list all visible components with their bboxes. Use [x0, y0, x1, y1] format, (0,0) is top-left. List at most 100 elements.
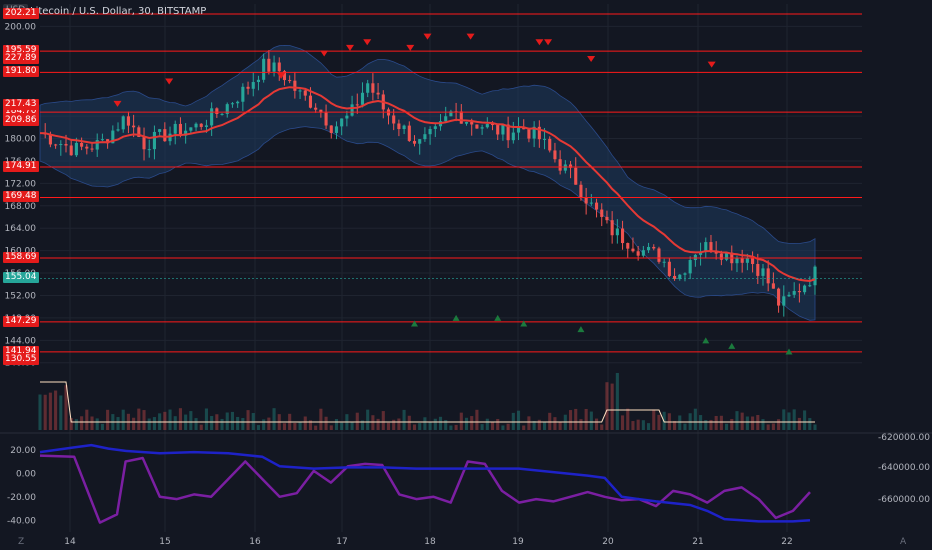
volume-bar — [350, 421, 354, 430]
volume-bar — [449, 425, 453, 430]
candle-body — [230, 103, 234, 105]
candle-body — [428, 128, 432, 135]
candle-body — [111, 130, 115, 144]
osc-tick-label: -20.00 — [7, 493, 36, 503]
candle-body — [657, 248, 661, 262]
oscillator-line — [39, 454, 811, 524]
volume-bar — [803, 410, 807, 430]
volume-bar — [100, 423, 104, 430]
candle-body — [740, 257, 744, 263]
volume-bar — [142, 410, 146, 430]
candle-body — [485, 124, 489, 128]
volume-bar — [537, 419, 541, 430]
volume-bar — [459, 412, 463, 430]
candle-body — [777, 288, 781, 306]
volume-bar — [673, 421, 677, 430]
volume-bar — [621, 415, 625, 430]
candle-body — [542, 138, 547, 140]
obv-tick-label: -640000.00 — [878, 463, 930, 473]
candle-body — [407, 125, 411, 141]
moving-average-line — [39, 86, 816, 283]
timezone-button[interactable]: Z — [18, 537, 25, 547]
buy-signal — [702, 337, 710, 344]
candle-body — [563, 164, 567, 171]
volume-bar — [714, 415, 718, 430]
candle-body — [699, 252, 703, 255]
volume-bar — [735, 411, 739, 430]
candle-body — [683, 273, 687, 275]
candle-body — [314, 107, 318, 110]
volume-bars — [38, 372, 817, 430]
volume-bar — [683, 423, 687, 430]
candle-body — [667, 261, 671, 276]
osc-tick-label: -40.00 — [7, 516, 36, 526]
candle-body — [709, 242, 713, 252]
candle-body — [423, 134, 427, 140]
sell-signal — [466, 33, 475, 40]
candle-body — [568, 164, 573, 168]
candle-body — [688, 260, 692, 274]
volume-bar — [319, 408, 323, 430]
candle-body — [412, 140, 417, 144]
volume-bar — [792, 409, 796, 430]
price-tick-label: 152.00 — [5, 291, 37, 301]
volume-bar — [506, 423, 510, 430]
time-tick-label: 17 — [336, 537, 347, 547]
candle-body — [511, 132, 515, 141]
volume-bar — [423, 417, 427, 430]
candle-body — [324, 112, 328, 126]
candle-body — [236, 101, 240, 104]
candle-body — [189, 127, 193, 131]
level-tag: 158.69 — [3, 251, 39, 263]
volume-bar — [496, 418, 500, 430]
time-tick-label: 15 — [159, 537, 170, 547]
signal-markers — [113, 33, 793, 355]
candle-body — [771, 283, 775, 289]
candle-body — [288, 80, 292, 82]
candle-body — [735, 257, 739, 264]
candle-body — [626, 243, 630, 249]
candle-body — [459, 111, 463, 124]
candle-body — [490, 124, 495, 126]
volume-bar — [418, 423, 422, 430]
time-tick-label: 20 — [602, 537, 614, 547]
candle-body — [116, 129, 120, 131]
candle-body — [334, 126, 339, 133]
sell-signal — [320, 50, 329, 57]
volume-bar — [771, 423, 775, 430]
volume-bar — [397, 418, 401, 430]
candle-body — [272, 62, 276, 72]
candle-body — [69, 145, 73, 156]
candle-body — [792, 291, 796, 295]
level-tag: 147.29 — [3, 315, 39, 327]
candle-body — [298, 90, 302, 92]
volume-bar — [178, 408, 182, 430]
volume-bar — [725, 423, 729, 430]
auto-scale-button[interactable]: A — [900, 537, 907, 547]
candle-body — [303, 90, 307, 96]
volume-bar — [204, 408, 208, 430]
volume-bar — [589, 411, 593, 430]
level-tag: 195.59 — [3, 45, 39, 57]
volume-bar — [730, 418, 734, 430]
volume-bar — [38, 394, 42, 430]
volume-bar — [444, 420, 448, 430]
candle-body — [766, 268, 770, 284]
time-tick-label: 19 — [512, 537, 524, 547]
volume-bar — [584, 408, 588, 430]
level-lines — [40, 13, 862, 353]
volume-bar — [64, 385, 68, 430]
volume-bar — [366, 409, 370, 430]
obv-tick-label: -620000.00 — [878, 433, 930, 443]
time-tick-label: 16 — [249, 537, 261, 547]
candle-body — [496, 124, 500, 135]
candle-body — [527, 129, 531, 139]
candle-body — [397, 123, 401, 130]
volume-bar — [527, 416, 531, 430]
sell-signal — [363, 39, 372, 46]
volume-bar — [464, 417, 469, 430]
candle-body — [678, 274, 682, 279]
volume-bar — [90, 416, 94, 430]
volume-bar — [558, 421, 562, 430]
